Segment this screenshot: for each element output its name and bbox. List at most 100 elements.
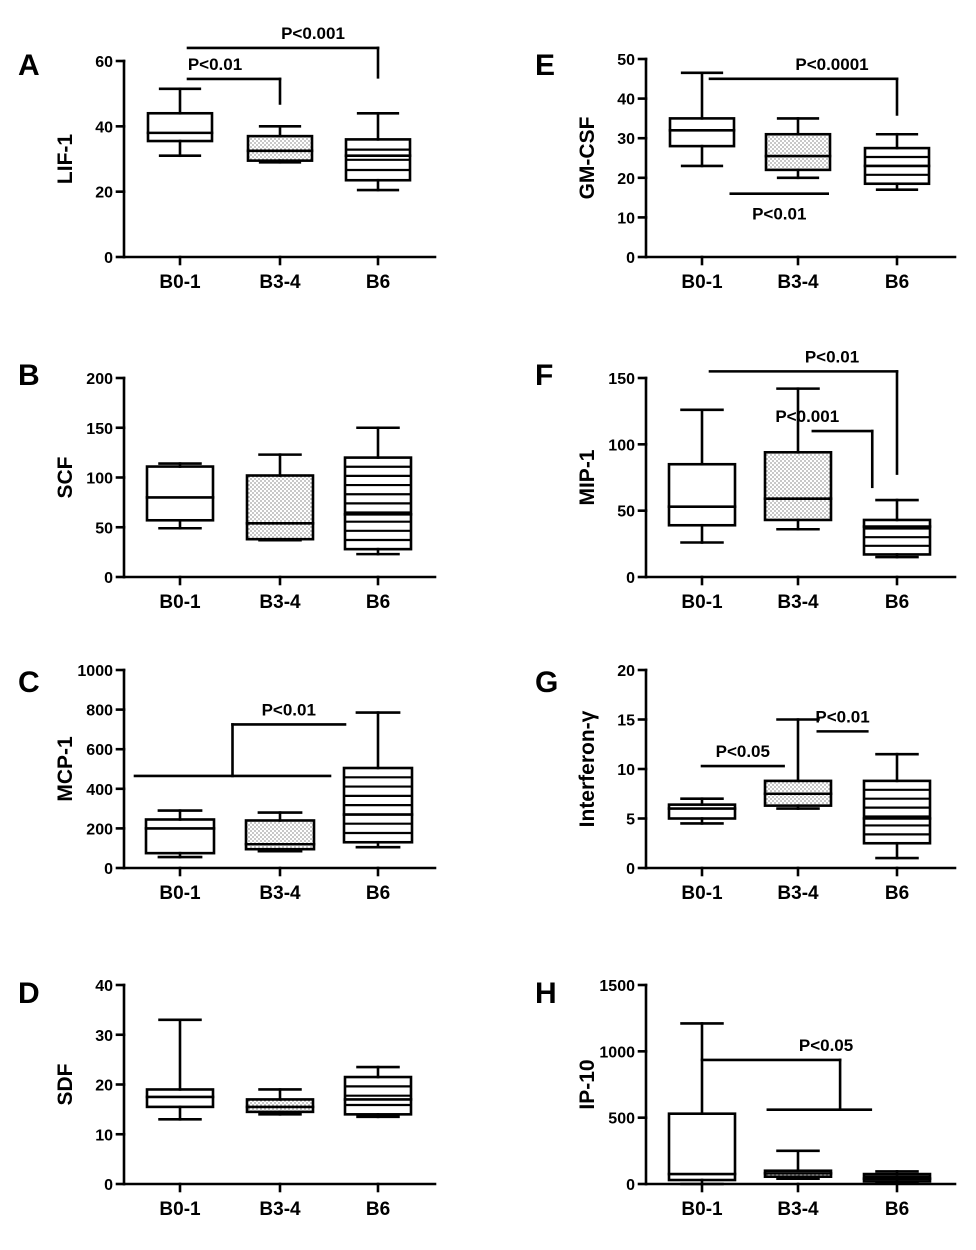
- significance-annotation: P<0.0001: [708, 55, 899, 116]
- y-tick-label: 0: [626, 861, 635, 878]
- panel-c: C MCP-1 0 200 400 600 800 1000 B0-1 B3-4 B6 P<0.01: [18, 663, 437, 904]
- y-tick-label: 20: [95, 1078, 113, 1095]
- y-tick-label: 100: [608, 437, 635, 454]
- y-tick-label: 600: [86, 742, 113, 759]
- significance-label: P<0.001: [775, 407, 839, 426]
- box-b0-1: [667, 1022, 737, 1186]
- significance-label: P<0.05: [716, 742, 770, 761]
- box-fill: [669, 804, 735, 819]
- box-fill: [766, 134, 830, 170]
- x-category-label: B0-1: [681, 1199, 723, 1220]
- significance-annotation: P<0.01: [729, 192, 830, 224]
- y-tick-label: 40: [617, 92, 635, 109]
- x-category-label: B6: [366, 883, 390, 904]
- y-tick-label: 50: [617, 504, 635, 521]
- significance-annotation: P<0.05: [700, 1036, 873, 1112]
- x-category-label: B3-4: [259, 272, 301, 293]
- box-b6: [863, 132, 931, 191]
- significance-label: P<0.01: [805, 347, 859, 366]
- box-b6: [862, 1170, 932, 1185]
- panel-g: G Interferon-γ 0 5 10 15 20 B0-1 B3-4 B6 P<0.05 P<0…: [535, 663, 957, 904]
- box-b0-1: [145, 462, 215, 530]
- box-fill: [248, 136, 312, 161]
- panel-e: E GM-CSF 0 10 20 30 40 50 B0-1 B3-4 B6 P<0.0001 P<0.…: [535, 49, 957, 293]
- x-category-label: B3-4: [259, 883, 301, 904]
- box-fill: [670, 118, 734, 147]
- x-category-label: B3-4: [777, 592, 819, 613]
- panel-d: D SDF 0 10 20 30 40 B0-1 B3-4 B6: [18, 977, 437, 1220]
- y-tick-label: 400: [86, 782, 113, 799]
- y-tick-label: 500: [608, 1111, 635, 1128]
- significance-label: P<0.01: [752, 205, 806, 224]
- y-tick-label: 40: [95, 119, 113, 136]
- box-fill: [864, 780, 930, 844]
- panel-letter: G: [535, 666, 558, 699]
- box-fill: [669, 464, 735, 526]
- x-category-label: B3-4: [259, 1199, 301, 1220]
- y-tick-label: 0: [626, 570, 635, 587]
- y-tick-label: 30: [95, 1028, 113, 1045]
- y-tick-label: 15: [617, 713, 635, 730]
- box-fill: [247, 475, 313, 540]
- y-axis-label: GM-CSF: [576, 116, 599, 199]
- y-axis-label: IP-10: [576, 1059, 599, 1109]
- panel-letter: F: [535, 359, 553, 392]
- box-fill: [765, 452, 831, 520]
- box-b6: [862, 752, 932, 860]
- y-tick-label: 0: [104, 570, 113, 587]
- y-tick-label: 0: [626, 250, 635, 267]
- x-category-label: B6: [366, 1199, 390, 1220]
- significance-label: P<0.01: [188, 55, 242, 74]
- y-tick-label: 800: [86, 703, 113, 720]
- x-category-label: B3-4: [259, 592, 301, 613]
- significance-label: P<0.001: [281, 24, 345, 43]
- box-b3-4: [763, 387, 833, 531]
- y-tick-label: 100: [86, 471, 113, 488]
- panel-b: B SCF 0 50 100 150 200 B0-1 B3-4 B6: [18, 359, 437, 613]
- x-category-label: B0-1: [159, 592, 201, 613]
- y-tick-label: 0: [104, 861, 113, 878]
- x-category-label: B6: [366, 272, 390, 293]
- y-tick-label: 50: [617, 52, 635, 69]
- y-axis-label: SCF: [54, 456, 77, 498]
- box-b3-4: [763, 718, 833, 810]
- panel-letter: H: [535, 977, 557, 1010]
- box-b0-1: [145, 1018, 215, 1121]
- x-category-label: B6: [885, 1199, 909, 1220]
- panel-letter: A: [18, 49, 40, 82]
- x-category-label: B0-1: [681, 272, 723, 293]
- box-fill: [148, 113, 212, 142]
- y-axis-label: SDF: [54, 1063, 77, 1105]
- y-tick-label: 150: [608, 371, 635, 388]
- y-tick-label: 200: [86, 821, 113, 838]
- significance-annotation: P<0.01: [815, 707, 870, 733]
- panel-letter: E: [535, 49, 555, 82]
- y-axis-label: Interferon-γ: [576, 710, 599, 827]
- box-b0-1: [146, 87, 214, 158]
- box-b6: [343, 1065, 413, 1119]
- y-tick-label: 0: [104, 250, 113, 267]
- x-category-label: B0-1: [159, 1199, 201, 1220]
- significance-label: P<0.01: [262, 700, 316, 719]
- box-b6: [344, 111, 412, 192]
- y-axis-label: LIF-1: [54, 134, 77, 184]
- box-b6: [862, 498, 932, 559]
- x-category-label: B3-4: [777, 883, 819, 904]
- box-b3-4: [246, 125, 314, 164]
- x-category-label: B6: [885, 272, 909, 293]
- y-axis-label: MCP-1: [54, 736, 77, 802]
- x-category-label: B6: [885, 592, 909, 613]
- significance-annotation: P<0.01: [133, 700, 347, 778]
- box-b0-1: [144, 809, 216, 859]
- significance-annotation: P<0.01: [708, 347, 899, 475]
- y-tick-label: 10: [617, 210, 635, 227]
- box-fill: [146, 819, 214, 854]
- panel-letter: C: [18, 666, 40, 699]
- x-category-label: B3-4: [777, 1199, 819, 1220]
- box-b3-4: [245, 453, 315, 542]
- box-b0-1: [668, 71, 736, 168]
- x-category-label: B0-1: [159, 883, 201, 904]
- y-tick-label: 60: [95, 54, 113, 71]
- box-fill: [669, 1113, 735, 1181]
